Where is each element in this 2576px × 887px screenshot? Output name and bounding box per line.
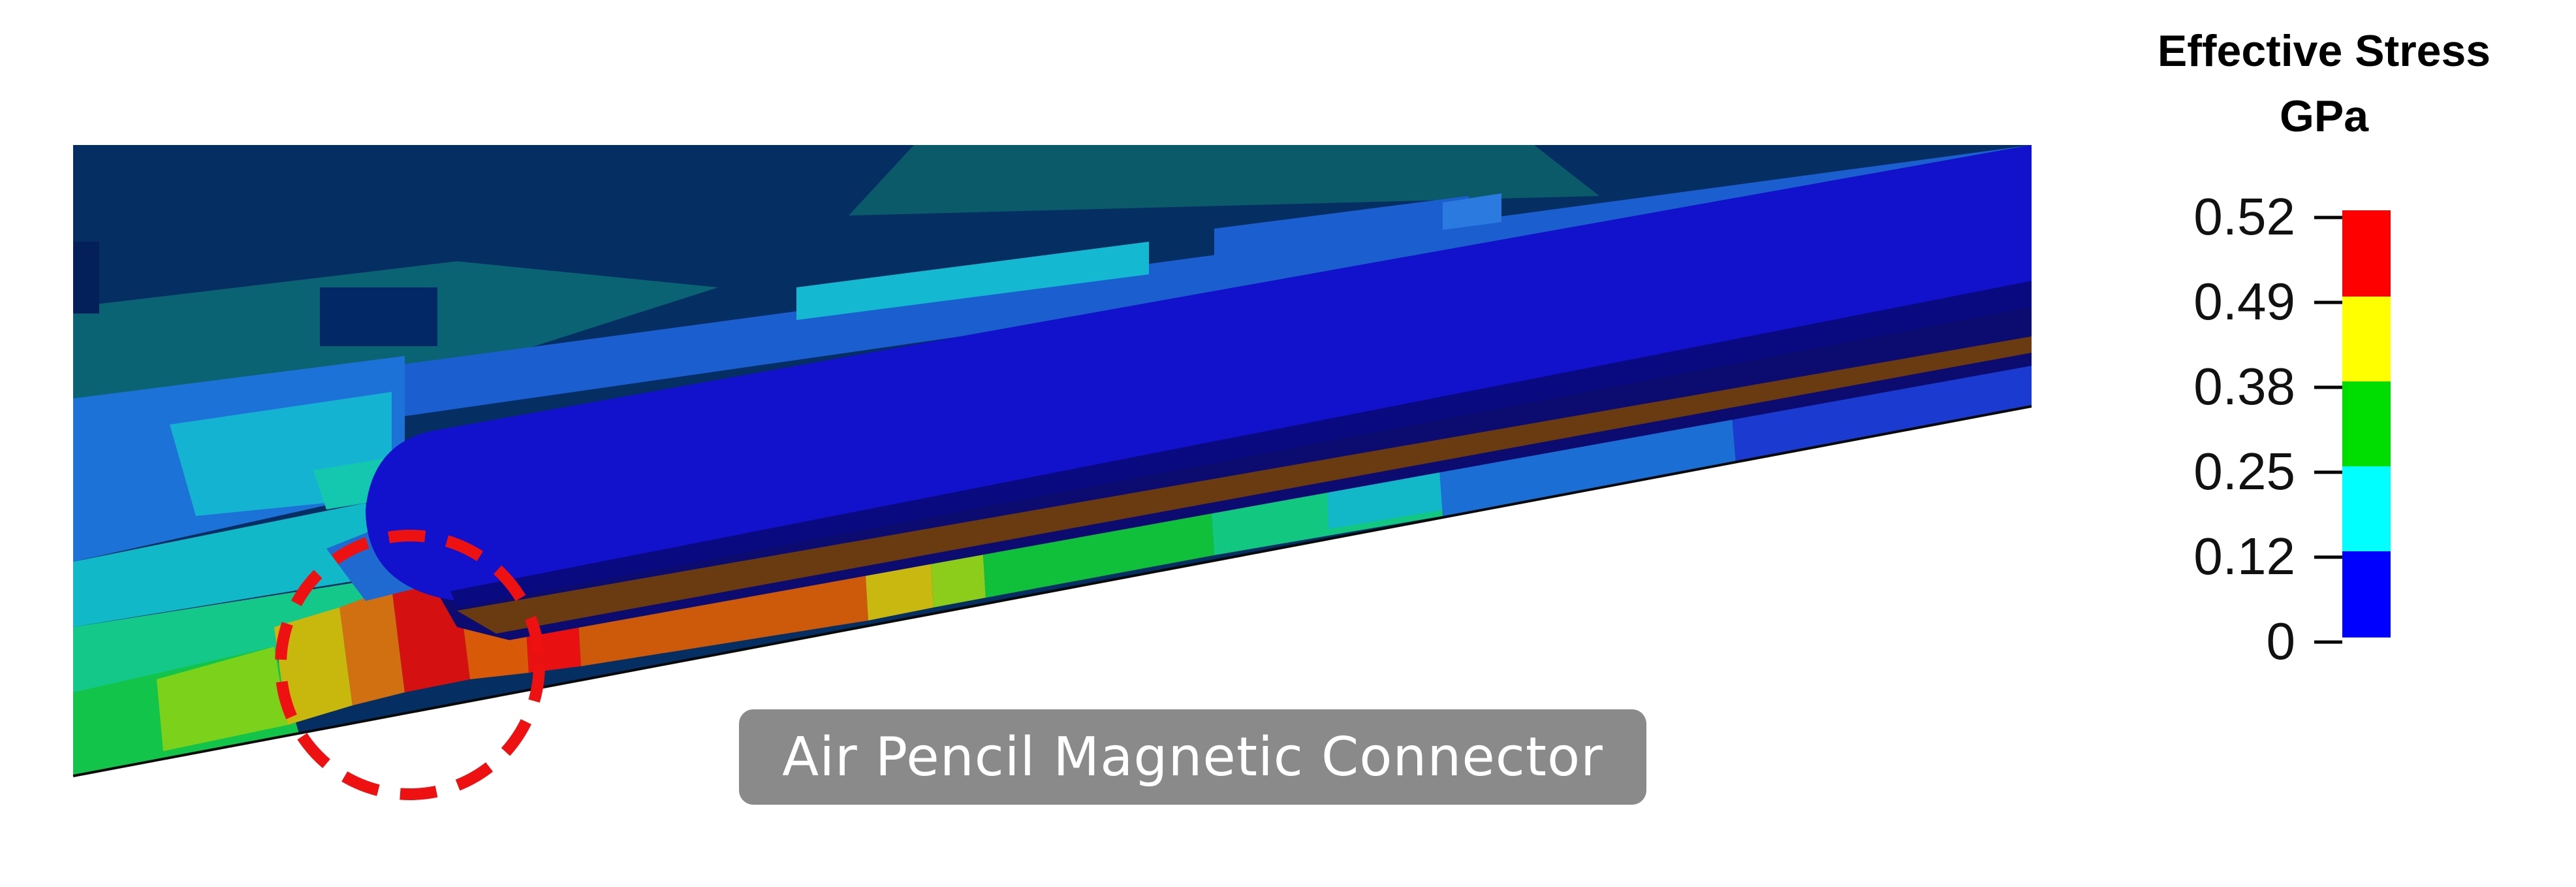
legend-band-0.38 [2342, 381, 2391, 466]
legend-tick-label: 0.38 [2193, 357, 2295, 415]
legend-title-line1: Effective Stress [2157, 26, 2491, 76]
mesh-region [1443, 193, 1501, 230]
stress-concentration-highlight [275, 530, 545, 800]
legend-tick-label: 0 [2266, 612, 2296, 670]
legend-tick-label: 0.25 [2193, 442, 2295, 500]
pencil-shaft [366, 145, 2032, 601]
mesh-region [392, 145, 2032, 418]
mesh-region [73, 575, 424, 692]
domain-boundary [72, 405, 2032, 777]
mesh-region [274, 607, 353, 725]
mesh-region [849, 145, 1599, 216]
legend-band-0.52 [2342, 210, 2391, 297]
mesh-region [73, 503, 392, 627]
legend-band-0.49 [2342, 297, 2391, 381]
mesh-region [320, 287, 437, 346]
mesh-region [339, 588, 405, 705]
caption-box: Air Pencil Magnetic Connector [739, 709, 1646, 805]
legend-title-unit: GPa [2279, 91, 2369, 141]
legend-colorbar [2314, 210, 2391, 644]
legend-band-0.12 [2342, 551, 2391, 637]
legend-tick-label: 0.52 [2193, 187, 2295, 246]
pencil-bottom-stripe [450, 281, 2032, 607]
caption-text: Air Pencil Magnetic Connector [782, 726, 1603, 788]
legend-title: Effective Stress GPa [2122, 18, 2526, 149]
mesh-region [73, 242, 99, 314]
legend-tick-label: 0.12 [2193, 527, 2295, 585]
mesh-region [796, 242, 1149, 320]
mesh-region [157, 647, 287, 751]
air-pencil-body [366, 145, 2032, 640]
legend-band-0.25 [2342, 466, 2391, 551]
pencil-contact-edge [457, 336, 2032, 634]
mesh-region [1214, 196, 1469, 258]
legend-tick-label: 0.49 [2193, 272, 2295, 331]
